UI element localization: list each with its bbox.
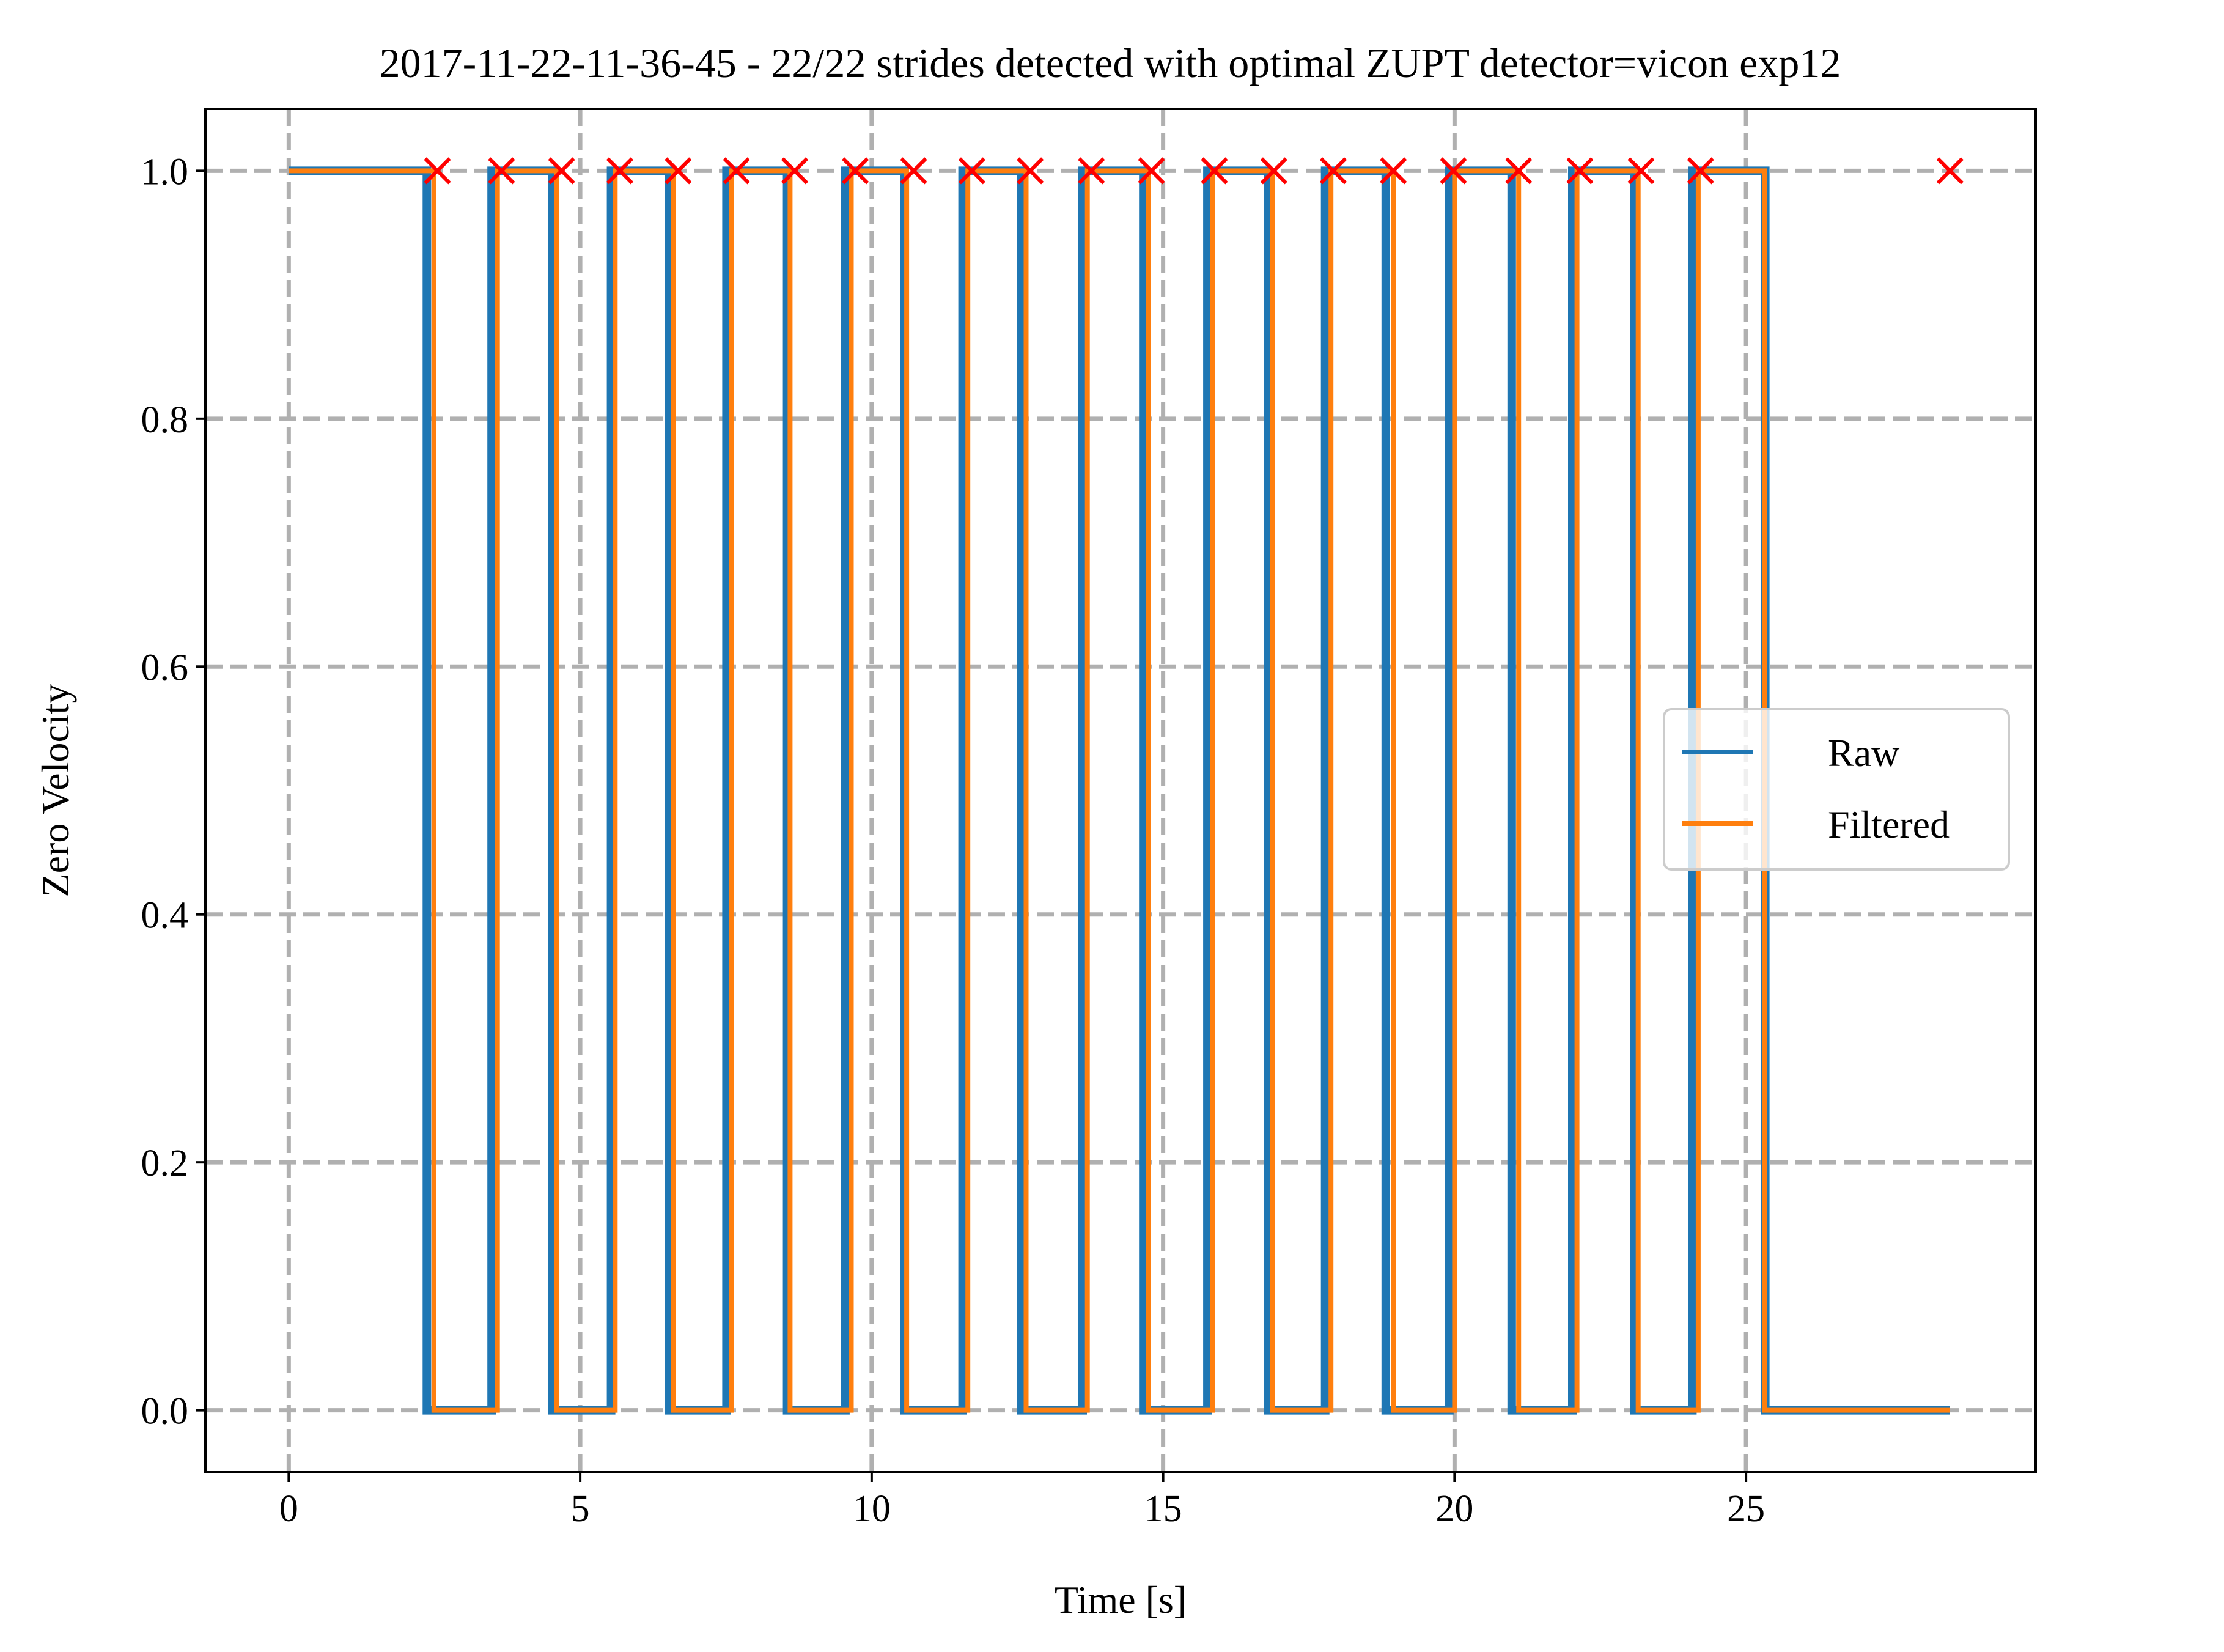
stride-marker-stroke <box>1201 157 1228 185</box>
stride-marker <box>606 157 634 185</box>
stride-marker-stroke <box>606 157 634 185</box>
stride-marker <box>723 157 750 185</box>
stride-marker <box>665 157 692 185</box>
stride-marker-stroke <box>1017 157 1044 185</box>
stride-marker <box>842 157 869 185</box>
stride-marker-stroke <box>842 157 869 185</box>
stride-marker <box>1936 157 1964 185</box>
stride-marker <box>1138 157 1165 185</box>
y-tick-label: 0.4 <box>141 895 189 937</box>
stride-marker-stroke <box>488 157 515 185</box>
axis-ticks: 0 5 10 15 20 25 0.0 0.2 0.4 0.6 0.8 1.0 <box>141 151 1766 1530</box>
stride-marker <box>1440 157 1467 185</box>
stride-marker <box>1380 157 1407 185</box>
y-axis-label: Zero Velocity <box>34 684 77 898</box>
stride-marker-stroke <box>1380 157 1407 185</box>
stride-marker <box>1319 157 1347 185</box>
stride-marker-stroke <box>781 157 809 185</box>
stride-marker-stroke <box>900 157 927 185</box>
stride-marker <box>1505 157 1533 185</box>
series-line-raw <box>289 166 1950 1415</box>
stride-marker-stroke <box>1319 157 1347 185</box>
x-axis-label: Time [s] <box>1055 1578 1187 1621</box>
stride-marker-stroke <box>723 157 750 185</box>
stride-marker-stroke <box>1627 157 1655 185</box>
stride-marker-stroke <box>424 157 451 185</box>
x-tick-label: 5 <box>571 1488 590 1530</box>
stride-markers <box>424 157 1964 185</box>
stride-marker <box>424 157 451 185</box>
stride-marker <box>958 157 985 185</box>
chart-title: 2017-11-22-11-36-45 - 22/22 strides dete… <box>380 40 1841 86</box>
stride-marker <box>1627 157 1655 185</box>
y-tick-label: 0.2 <box>141 1143 189 1184</box>
stride-marker-stroke <box>1078 157 1105 185</box>
y-tick-label: 0.8 <box>141 399 189 441</box>
stride-marker-stroke <box>1687 157 1714 185</box>
stride-marker <box>900 157 927 185</box>
legend: Raw Filtered <box>1663 708 2010 871</box>
stride-marker <box>548 157 575 185</box>
stride-marker <box>1017 157 1044 185</box>
stride-marker <box>1078 157 1105 185</box>
stride-marker <box>781 157 809 185</box>
stride-marker <box>1566 157 1594 185</box>
y-tick-label: 1.0 <box>141 151 189 193</box>
stride-marker-stroke <box>1138 157 1165 185</box>
stride-marker-stroke <box>1505 157 1533 185</box>
y-tick-label: 0.0 <box>141 1391 189 1433</box>
legend-box <box>1663 708 2010 871</box>
stride-marker-stroke <box>548 157 575 185</box>
legend-label-raw: Raw <box>1828 731 1899 775</box>
y-tick-label: 0.6 <box>141 647 189 688</box>
stride-marker <box>488 157 515 185</box>
x-tick-label: 25 <box>1727 1488 1765 1530</box>
x-tick-label: 15 <box>1144 1488 1182 1530</box>
stride-marker-stroke <box>1440 157 1467 185</box>
stride-marker-stroke <box>958 157 985 185</box>
stride-marker-stroke <box>1566 157 1594 185</box>
x-tick-label: 10 <box>853 1488 891 1530</box>
legend-label-filtered: Filtered <box>1828 803 1950 846</box>
x-tick-label: 0 <box>279 1488 298 1530</box>
stride-marker-stroke <box>665 157 692 185</box>
stride-marker <box>1201 157 1228 185</box>
stride-marker <box>1687 157 1714 185</box>
plot-lines <box>289 166 1950 1415</box>
stride-marker-stroke <box>1260 157 1287 185</box>
plot-area-frame <box>204 108 2037 1473</box>
series-line-filtered <box>289 168 1950 1413</box>
stride-marker <box>1260 157 1287 185</box>
x-tick-label: 20 <box>1435 1488 1473 1530</box>
stride-marker-stroke <box>1936 157 1964 185</box>
